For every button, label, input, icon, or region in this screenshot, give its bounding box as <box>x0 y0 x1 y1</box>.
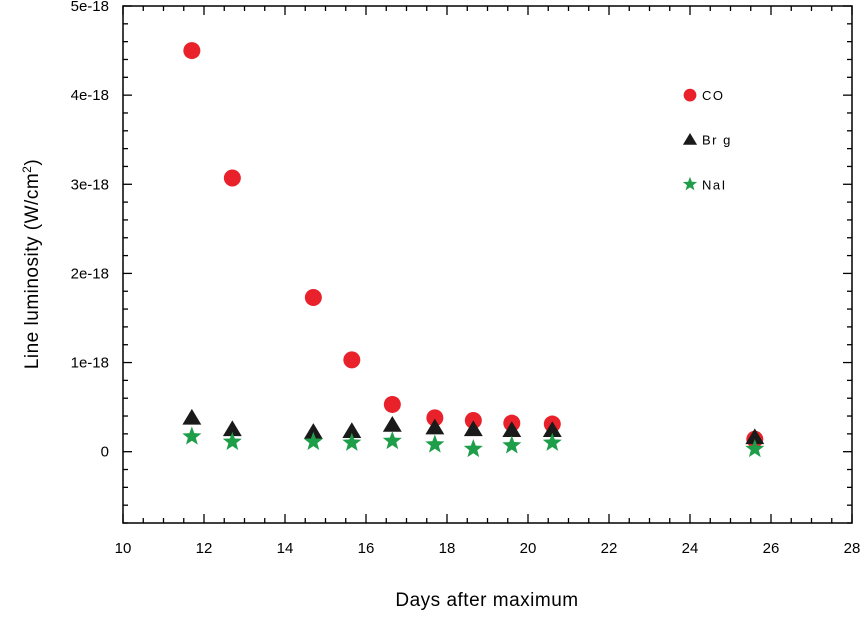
legend-marker-br-g <box>682 132 698 145</box>
data-point-br-g <box>745 428 765 445</box>
data-point-nai <box>463 439 483 458</box>
data-point-nai <box>182 426 202 445</box>
y-axis-title-suffix: ) <box>22 159 43 166</box>
data-point-nai <box>502 435 522 454</box>
y-axis-title: Line luminosity (W/cm2) <box>20 159 43 369</box>
y-tick-label: 3e-18 <box>71 176 109 193</box>
legend-label-br-g: Br g <box>702 133 732 148</box>
x-tick-label: 22 <box>601 540 618 557</box>
data-point-br-g <box>342 422 362 438</box>
y-tick-label: 5e-18 <box>71 0 109 15</box>
data-point-br-g <box>222 420 242 437</box>
data-point-co <box>304 288 322 306</box>
x-tick-label: 24 <box>682 540 699 557</box>
data-point-br-g <box>182 408 202 425</box>
data-point-nai <box>382 430 402 450</box>
data-point-br-g <box>502 421 522 438</box>
data-point-nai <box>425 434 445 453</box>
data-point-br-g <box>463 420 483 437</box>
legend-marker-co <box>683 88 697 102</box>
y-tick-label: 1e-18 <box>71 355 109 372</box>
data-point-nai <box>303 431 323 450</box>
y-tick-label: 4e-18 <box>71 87 109 104</box>
y-tick-label: 2e-18 <box>71 265 109 282</box>
data-point-nai <box>745 439 765 458</box>
x-tick-label: 28 <box>844 540 861 557</box>
legend-marker-nai <box>682 176 698 191</box>
x-axis-ticks: 10 12 14 16 18 20 22 24 26 28 <box>115 6 861 557</box>
legend: CO Br g NaI <box>682 88 732 192</box>
x-tick-label: 16 <box>358 540 375 557</box>
data-point-co <box>426 409 444 427</box>
x-tick-label: 18 <box>439 540 456 557</box>
y-axis-title-main: Line luminosity (W/cm <box>22 173 43 369</box>
x-tick-label: 20 <box>520 540 537 557</box>
data-point-br-g <box>382 415 402 432</box>
data-point-co <box>343 351 361 369</box>
data-point-nai <box>342 432 362 451</box>
x-tick-label: 10 <box>115 540 132 557</box>
x-tick-label: 12 <box>196 540 213 557</box>
data-point-br-g <box>542 421 562 438</box>
data-point-br-g <box>303 423 323 439</box>
data-point-co <box>383 395 401 413</box>
x-tick-label: 14 <box>277 540 294 557</box>
x-tick-label: 26 <box>763 540 780 557</box>
data-points <box>182 42 765 458</box>
x-axis-title: Days after maximum <box>395 590 578 611</box>
legend-label-nai: NaI <box>702 177 727 192</box>
data-point-nai <box>542 432 562 451</box>
data-point-co <box>223 169 241 187</box>
data-point-br-g <box>425 418 445 435</box>
y-axis-ticks: 0 1e-18 2e-18 3e-18 4e-18 5e-18 <box>71 0 852 524</box>
data-point-nai <box>222 431 242 450</box>
y-tick-label: 0 <box>101 444 109 461</box>
data-point-co <box>183 42 201 60</box>
legend-label-co: CO <box>702 88 725 103</box>
y-axis-title-superscript: 2 <box>20 166 34 173</box>
